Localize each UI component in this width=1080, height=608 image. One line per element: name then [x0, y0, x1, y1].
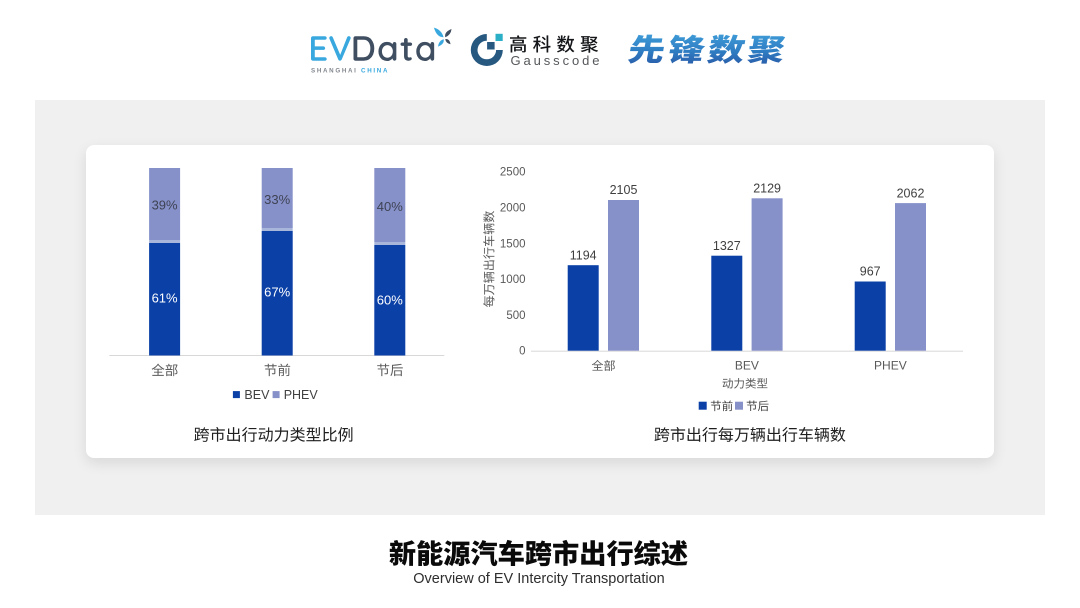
svg-text:61%: 61%: [152, 290, 178, 305]
svg-text:1327: 1327: [713, 239, 741, 253]
svg-text:1000: 1000: [500, 274, 526, 286]
svg-text:2129: 2129: [753, 182, 781, 196]
svg-text:PHEV: PHEV: [284, 388, 319, 402]
svg-text:BEV: BEV: [244, 388, 270, 402]
svg-text:500: 500: [506, 310, 525, 322]
svg-text:BEV: BEV: [735, 358, 759, 372]
svg-text:967: 967: [860, 265, 881, 279]
svg-text:1500: 1500: [500, 238, 526, 250]
svg-text:60%: 60%: [377, 292, 403, 307]
svg-text:1194: 1194: [570, 248, 597, 262]
svg-text:2000: 2000: [500, 203, 526, 215]
svg-text:PHEV: PHEV: [874, 358, 907, 372]
svg-text:33%: 33%: [264, 192, 290, 207]
svg-text:39%: 39%: [152, 197, 178, 212]
svg-text:67%: 67%: [264, 285, 290, 300]
svg-text:2500: 2500: [500, 167, 526, 179]
svg-text:2105: 2105: [610, 183, 638, 197]
svg-text:0: 0: [519, 346, 525, 358]
svg-text:40%: 40%: [377, 199, 403, 214]
svg-text:SHANGHAI CHINA: SHANGHAI CHINA: [311, 68, 389, 75]
svg-text:Overview of EV Intercity Trans: Overview of EV Intercity Transportation: [413, 571, 664, 587]
svg-text:2062: 2062: [897, 186, 925, 200]
svg-text:Gausscode: Gausscode: [511, 53, 603, 68]
